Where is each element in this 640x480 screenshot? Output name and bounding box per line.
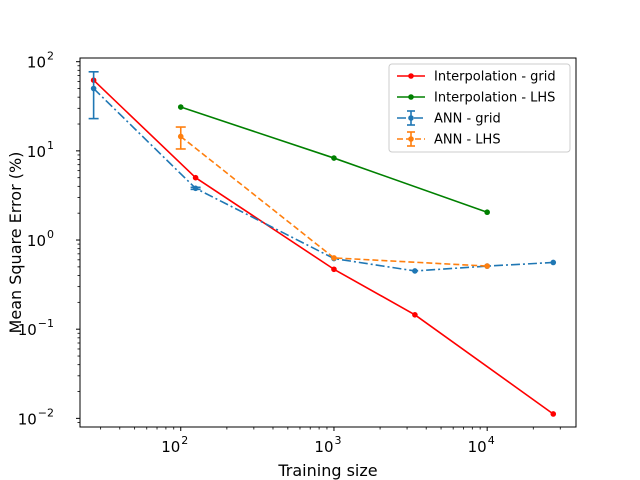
y-tick-exponent: −1 bbox=[38, 317, 54, 330]
legend-item-1-marker bbox=[408, 73, 414, 79]
x-tick-label: 102 bbox=[161, 434, 188, 456]
series-4-point bbox=[484, 263, 490, 269]
legend-box bbox=[388, 63, 571, 153]
series-2-point bbox=[484, 209, 490, 216]
series-2-point bbox=[177, 104, 184, 110]
ticks: 102 103 104 10−2 1 0 −1 100 101 102 bbox=[18, 50, 561, 456]
series-2-point bbox=[331, 155, 337, 161]
series-1-point bbox=[331, 266, 337, 273]
x-tick-label: 103 bbox=[314, 434, 341, 456]
x-tick-exponent: 4 bbox=[488, 434, 495, 447]
y-tick-exponent: −2 bbox=[38, 406, 54, 419]
y-tick-label: 10−2 bbox=[18, 406, 54, 428]
x-tick-exponent: 3 bbox=[335, 434, 342, 447]
series-3-line bbox=[93, 87, 554, 272]
y-tick-exponent: 1 bbox=[47, 139, 54, 152]
x-tick-label: 104 bbox=[468, 434, 495, 456]
plot-area bbox=[88, 71, 557, 417]
y-tick-exponent: 0 bbox=[47, 228, 54, 241]
series-1-point bbox=[192, 174, 199, 181]
legend-item-2-label: Interpolation - LHS bbox=[434, 91, 555, 106]
legend-item-1-label: Interpolation - grid bbox=[434, 70, 556, 85]
series-4-line bbox=[180, 135, 488, 267]
legend-item-3-label: ANN - grid bbox=[434, 112, 501, 127]
y-tick-label: 102 bbox=[27, 50, 54, 72]
axes-frame bbox=[79, 57, 577, 428]
y-tick-exponent: 2 bbox=[47, 50, 54, 63]
series-group bbox=[88, 71, 557, 417]
y-tick-label: 100 bbox=[27, 228, 54, 250]
x-axis-label: Training size bbox=[277, 461, 377, 480]
legend-item-2-marker bbox=[408, 94, 414, 100]
series-3-point bbox=[90, 85, 97, 92]
series-4-point bbox=[177, 133, 184, 140]
y-tick-label: 101 bbox=[27, 139, 54, 161]
series-3-point bbox=[192, 185, 199, 192]
series-1-point bbox=[412, 312, 418, 318]
x-tick-exponent: 2 bbox=[181, 434, 188, 447]
legend-item-4-label: ANN - LHS bbox=[434, 133, 501, 148]
y-axis-label: Mean Square Error (%) bbox=[6, 152, 25, 334]
series-3-point bbox=[412, 268, 418, 274]
series-3-point bbox=[550, 259, 557, 266]
legend: Interpolation - grid Interpolation - LHS A… bbox=[388, 63, 571, 153]
axes bbox=[79, 57, 577, 428]
series-4-point bbox=[331, 255, 337, 261]
series-1-point bbox=[550, 411, 557, 417]
